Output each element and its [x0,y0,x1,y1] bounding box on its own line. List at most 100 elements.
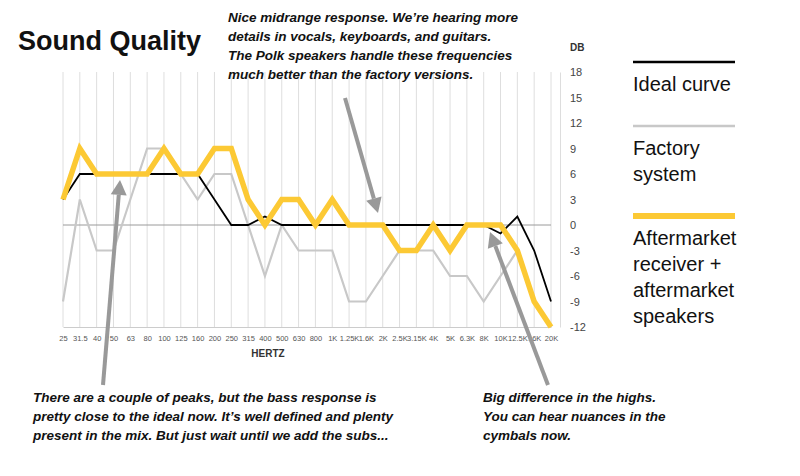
x-tick-label: 1.25K [340,334,360,343]
annotation-text: Big difference in the highs. [483,390,656,405]
x-tick-label: 80 [143,334,151,343]
annotation-arrow [345,98,382,213]
x-tick-label: 12.5K [508,334,528,343]
legend-label-line: speakers [633,305,714,327]
grid-line [315,72,316,327]
x-tick: 31.5 [73,327,88,343]
legend-label-line: Ideal curve [633,73,731,95]
x-tick: 1.25K [340,327,360,343]
series-line [63,149,551,328]
grid-line [382,72,383,327]
legend-swatch [633,125,735,128]
annotation-text: The Polk speakers handle these frequenci… [228,48,513,63]
x-tick-label: 800 [310,334,323,343]
x-tick: 12.5K [508,327,528,343]
grid-line [483,72,484,327]
y-tick-label: 3 [570,194,576,206]
x-tick: 25 [59,327,67,343]
legend-label-line: Factory [633,137,700,159]
y-tick-label: 9 [570,143,576,155]
grid-line [433,72,434,327]
x-tick: 20K [545,327,558,343]
arrow-shaft [345,98,374,199]
x-tick: 1K [328,327,337,343]
y-tick: 0 [560,219,576,231]
x-tick: 8K [480,327,489,343]
x-tick: 400 [259,327,272,343]
x-tick: 1.6K [359,327,374,343]
y-tick: 12 [560,117,582,129]
arrow-head [366,196,381,213]
y-axis-line [560,73,561,328]
grid [63,72,551,327]
y-axis-title: DB [570,42,584,53]
x-tick: 630 [293,327,306,343]
x-tick: 3.15K [407,327,427,343]
annotation-text: cymbals now. [483,428,571,443]
x-axis-title: HERTZ [251,348,284,359]
grid-line [163,72,164,327]
legend-label-line: Aftermarket [633,227,737,249]
x-tick: 6.3K [460,327,475,343]
grid-line [264,72,265,327]
y-tick-label: 0 [570,219,576,231]
x-tick-label: 1.6K [359,334,374,343]
y-tick: -3 [560,245,580,257]
y-tick: 3 [560,194,576,206]
x-tick-label: 1K [328,334,337,343]
annotation-text: present in the mix. But just wait until … [32,428,389,443]
plot-area [63,149,551,328]
grid-line [231,72,232,327]
grid-line [113,72,114,327]
x-tick: 200 [209,327,222,343]
x-tick-label: 20K [545,334,558,343]
x-tick-label: 500 [276,334,289,343]
annotation-arrow [488,232,548,385]
y-tick: 18 [560,66,582,78]
grid-line [96,72,97,327]
x-tick-label: 2.5K [392,334,407,343]
x-tick: 63 [127,327,135,343]
legend-label: Factorysystem [633,137,700,185]
annotation-text: You can hear nuances in the [483,409,666,424]
legend-label: Ideal curve [633,73,731,95]
legend: Ideal curveFactorysystemAftermarketrecei… [633,62,737,327]
x-tick-label: 6.3K [460,334,475,343]
y-tick: 15 [560,92,582,104]
x-tick-label: 400 [259,334,272,343]
x-tick-label: 125 [175,334,188,343]
y-tick-label: 12 [570,117,582,129]
x-tick-label: 5K [446,334,455,343]
y-tick-label: -9 [570,296,580,308]
grid-line [551,72,552,327]
annotation-text: Nice midrange response. We’re hearing mo… [228,10,519,25]
grid-line [416,72,417,327]
y-tick: -6 [560,270,580,282]
x-tick: 160 [192,327,205,343]
y-tick: 9 [560,143,576,155]
annotations: Nice midrange response. We’re hearing mo… [32,10,666,443]
x-tick: 500 [276,327,289,343]
grid-line [399,72,400,327]
y-tick: -12 [560,321,586,333]
annotation-text: much better than the factory versions. [228,67,473,82]
x-tick-label: 315 [242,334,255,343]
x-tick-label: 100 [158,334,171,343]
legend-label-line: aftermarket [633,279,735,301]
grid-line [500,72,501,327]
annotation-text: pretty close to the ideal now. It’s well… [32,409,395,424]
x-tick-label: 2K [379,334,388,343]
x-tick: 800 [310,327,323,343]
x-tick-label: 8K [480,334,489,343]
y-tick-label: 15 [570,92,582,104]
annotation-text: There are a couple of peaks, but the bas… [33,390,377,405]
x-tick-label: 3.15K [407,334,427,343]
y-tick-label: -12 [570,321,586,333]
x-tick-label: 63 [127,334,135,343]
arrow-shaft [103,195,119,385]
x-axis: 2531.54050638010012516020025031540050063… [59,327,558,343]
y-tick-label: -6 [570,270,580,282]
x-tick-label: 40 [93,334,101,343]
x-tick-label: 200 [209,334,222,343]
annotation-arrow [103,180,127,385]
